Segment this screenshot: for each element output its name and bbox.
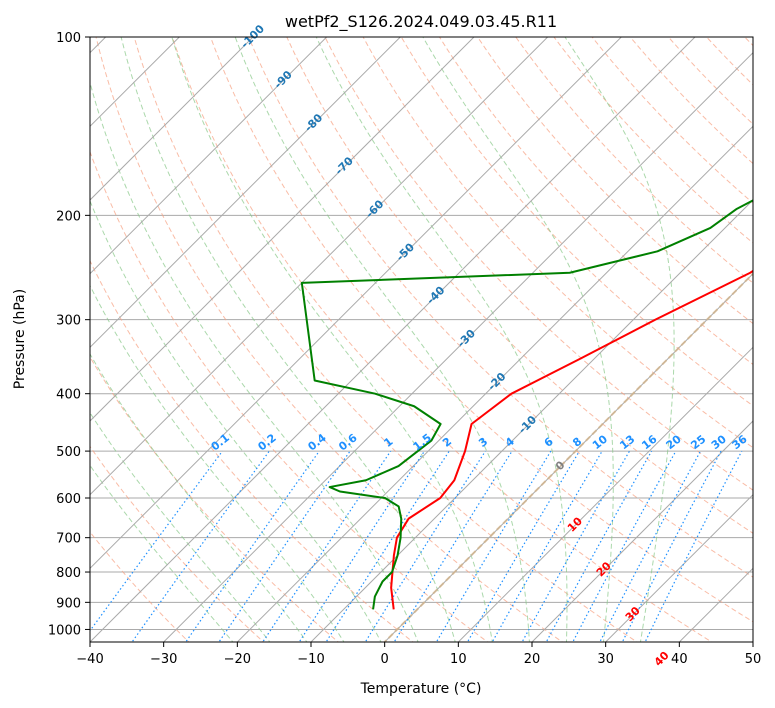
- moist-adiabat-line: [90, 284, 345, 642]
- x-axis-label: Temperature (°C): [360, 681, 482, 697]
- y-tick-label: 500: [56, 445, 81, 460]
- mixing-ratio-line: [621, 450, 722, 642]
- isotherm-line: [531, 420, 753, 642]
- dry-adiabat-line: [209, 37, 753, 623]
- y-tick-label: 1000: [48, 623, 81, 638]
- moist-adiabat-line: [90, 353, 308, 642]
- mixing-ratio-line: [364, 450, 486, 642]
- mixing-ratio-line: [466, 450, 580, 642]
- isotherm-line: [236, 125, 753, 642]
- y-tick-label: 600: [56, 492, 81, 507]
- isotherm-line: [162, 51, 753, 642]
- moist-adiabat-line: [564, 37, 675, 642]
- moist-adiabat-line: [422, 37, 614, 642]
- y-tick-label: 900: [56, 596, 81, 611]
- x-tick-label: −10: [297, 652, 324, 667]
- mixing-ratio-line: [90, 450, 223, 632]
- mixing-ratio-line: [298, 450, 425, 642]
- mixing-ratio-line: [262, 450, 392, 642]
- dry-adiabat-line: [286, 37, 753, 534]
- isotherm-line: [310, 199, 753, 642]
- dry-adiabat-line: [362, 37, 753, 449]
- dry-adiabat-line: [324, 37, 753, 491]
- moist-adiabat-line: [90, 80, 419, 642]
- x-tick-label: 10: [450, 652, 467, 667]
- dry-adiabat-line: [90, 259, 414, 642]
- dry-adiabat-line: [90, 150, 489, 642]
- x-tick-label: 20: [524, 652, 541, 667]
- dry-adiabat-line: [133, 37, 638, 642]
- dry-adiabat-line: [95, 37, 564, 642]
- moist-adiabat-line: [90, 199, 382, 642]
- moist-adiabat-line: [90, 411, 271, 642]
- data-layer: [300, 199, 753, 610]
- isotherm-line: [604, 493, 753, 642]
- x-tick-label: 30: [597, 652, 614, 667]
- y-tick-label: 200: [56, 209, 81, 224]
- y-tick-label: 800: [56, 566, 81, 581]
- isotherm-line: [90, 37, 623, 570]
- isotherm-line: [457, 346, 753, 642]
- freezing-isotherm-line: [383, 272, 753, 642]
- isotherm-line: [90, 37, 549, 496]
- moist-adiabat-line: [315, 37, 568, 642]
- plot-frame: [89, 36, 754, 643]
- mixing-ratio-line: [393, 450, 513, 642]
- moist-adiabat-line: [234, 37, 530, 642]
- x-tick-label: 0: [381, 652, 389, 667]
- temperature-profile: [390, 269, 753, 610]
- background-lines: [90, 37, 753, 642]
- dewpoint-profile: [300, 199, 753, 610]
- isotherm-line: [90, 37, 696, 642]
- isotherm-line: [90, 37, 402, 349]
- moist-adiabat-line: [120, 37, 456, 642]
- isotherm-line: [90, 37, 254, 201]
- chart-title: wetPf2_S126.2024.049.03.45.R11: [285, 12, 557, 32]
- x-tick-label: 40: [671, 652, 688, 667]
- mixing-ratio-line: [185, 450, 320, 642]
- dry-adiabat-line: [90, 356, 339, 642]
- axes: −40 −30 −20 −10 0 10 20 30 40 50 100 200 300 400 500 60…: [48, 31, 761, 667]
- y-tick-label: 700: [56, 532, 81, 547]
- x-tick-label: −40: [76, 652, 103, 667]
- dry-adiabat-line: [171, 37, 713, 642]
- y-tick-label: 300: [56, 314, 81, 329]
- mixing-ratio-line: [218, 450, 351, 642]
- isotherm-line: [90, 37, 475, 422]
- moist-adiabat-line: [171, 37, 493, 642]
- x-tick-label: −20: [224, 652, 251, 667]
- isotherm-line: [90, 37, 328, 275]
- mixing-ratio-line: [325, 450, 450, 642]
- moist-adiabat-line: [90, 464, 234, 642]
- mixing-ratio-line: [572, 450, 677, 642]
- mixing-ratio-line: [131, 450, 270, 642]
- dry-adiabat-line: [438, 37, 753, 366]
- y-tick-label: 400: [56, 388, 81, 403]
- dry-adiabat-line: [90, 531, 190, 642]
- y-axis-label: Pressure (hPa): [12, 289, 28, 389]
- mixing-ratio-line: [599, 450, 702, 642]
- y-tick-label: 100: [56, 31, 81, 46]
- x-tick-label: −30: [150, 652, 177, 667]
- x-tick-label: 50: [745, 652, 762, 667]
